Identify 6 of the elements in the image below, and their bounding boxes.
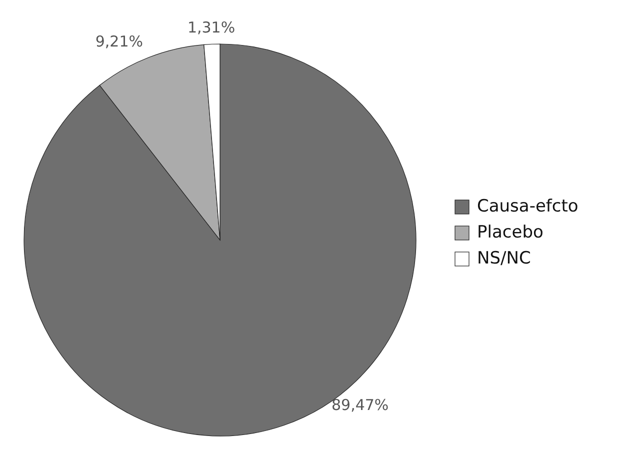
data-label: 1,31% [187, 18, 236, 36]
data-label: 9,21% [95, 32, 144, 51]
legend-label: NS/NC [477, 248, 531, 269]
legend-label: Causa-efcto [477, 196, 578, 217]
data-label: 89,47% [331, 396, 389, 414]
legend-label: Placebo [477, 222, 544, 243]
